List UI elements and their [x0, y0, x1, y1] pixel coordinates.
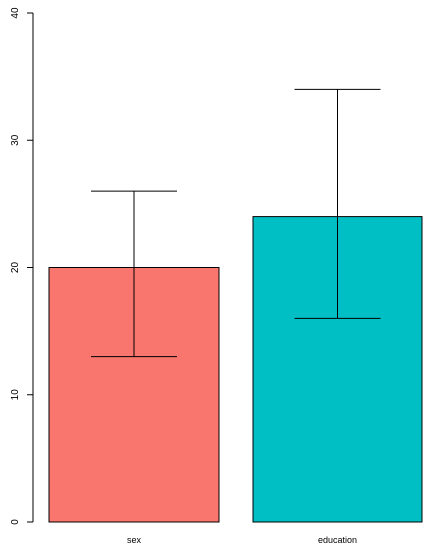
- y-tick-label-30: 30: [10, 134, 21, 146]
- y-tick-label-40: 40: [10, 7, 21, 19]
- x-axis-labels: sex education: [127, 535, 357, 545]
- x-category-label-sex: sex: [127, 535, 142, 545]
- bars-group: [48, 216, 423, 523]
- y-tick-label-20: 20: [10, 262, 21, 274]
- y-tick-label-0: 0: [10, 519, 21, 525]
- x-category-label-education: education: [318, 535, 357, 545]
- y-axis-ticks: 0 10 20 30 40: [10, 7, 33, 525]
- y-tick-label-10: 10: [10, 389, 21, 401]
- error-bars-group: [91, 88, 381, 358]
